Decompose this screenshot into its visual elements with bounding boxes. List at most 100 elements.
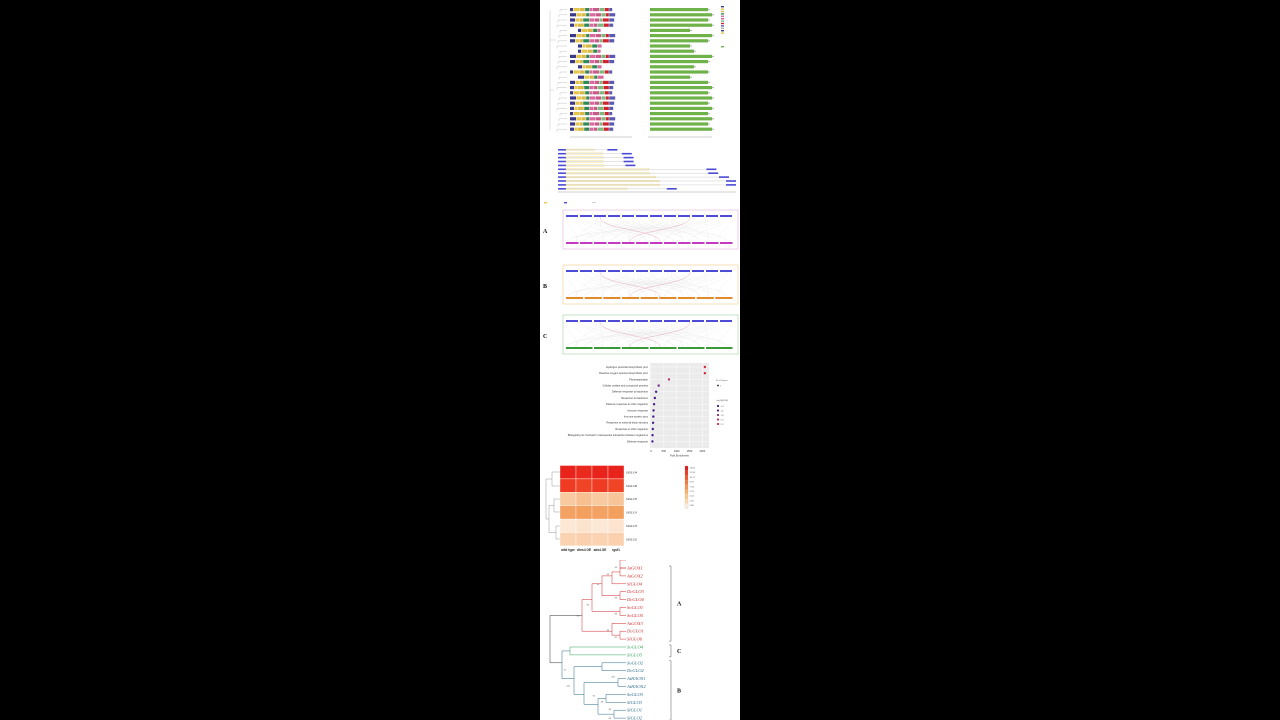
motif-block — [579, 122, 583, 126]
cds-block — [558, 172, 566, 174]
tree-leaf-label: DcGLO3 — [626, 589, 645, 594]
tree-leaf-label: SlGLO6 — [627, 637, 643, 642]
domain-block — [650, 117, 712, 121]
motif-block — [599, 122, 603, 126]
go-dot — [652, 415, 655, 418]
motif-block — [575, 39, 580, 43]
bootstrap-value: 96 — [577, 615, 580, 617]
motif-block — [592, 65, 598, 69]
motif-block — [589, 70, 593, 74]
cds-block — [558, 152, 566, 155]
motif-block — [584, 86, 590, 90]
intron-span — [565, 187, 628, 190]
query-chromosome — [664, 242, 677, 244]
tree-leaf-label: AtGOX2 — [626, 573, 644, 578]
heatmap-cell — [591, 532, 609, 547]
tree-leaf-label: SlGLO4 — [627, 581, 643, 586]
motif-block — [583, 101, 590, 105]
gene-structure-figure — [544, 148, 736, 204]
motif-block — [570, 117, 576, 121]
go-plot-panel — [650, 363, 709, 448]
heatmap-scale-swatch — [685, 489, 688, 495]
motif-block — [589, 54, 596, 58]
go-color-legend-value: 2.2 — [721, 424, 725, 426]
motif-block — [584, 127, 590, 131]
go-dot — [703, 365, 707, 369]
domain-block — [650, 127, 712, 131]
intron-span — [565, 183, 660, 186]
query-chromosome — [566, 242, 579, 244]
motif-block — [577, 106, 584, 110]
heatmap-cell — [575, 505, 593, 520]
motif-block — [589, 106, 594, 110]
motif-block — [609, 13, 616, 17]
domain-legend-swatch — [721, 46, 724, 48]
motif-block — [579, 91, 585, 95]
go-x-tick: 0 — [650, 449, 652, 453]
heatmap-scale-label: 12.36 — [690, 472, 696, 474]
query-chromosome — [640, 297, 658, 299]
motif-block — [577, 86, 584, 90]
clade-label-c: C — [677, 649, 681, 655]
motif-block — [609, 117, 616, 121]
domain-block — [650, 49, 694, 53]
intron-span — [565, 172, 650, 175]
go-x-axis-title: Fold Enrichment — [670, 454, 689, 458]
ref-chromosome — [692, 270, 704, 272]
motif-block — [597, 75, 604, 79]
go-dot — [651, 434, 654, 437]
motif-block — [596, 13, 601, 17]
motif-block — [579, 8, 585, 12]
tree-leaf-label: SlGLO2 — [627, 716, 643, 720]
motif-block — [595, 80, 599, 84]
go-x-tick: 1500 — [687, 449, 693, 453]
query-chromosome — [622, 297, 640, 299]
motif-legend — [721, 6, 724, 48]
motif-block — [589, 18, 595, 22]
cds-block — [607, 149, 618, 151]
ref-chromosome — [622, 215, 634, 217]
motif-legend-swatch — [721, 15, 724, 17]
heatmap-row-label: SlGLO5 — [626, 497, 637, 501]
domain-tail — [708, 19, 710, 21]
go-size-legend-dot — [717, 384, 719, 387]
query-species-label — [548, 238, 560, 243]
heatmap-scale-label: 0.86 — [690, 505, 695, 507]
motif-block — [597, 65, 602, 69]
domain-tail — [712, 97, 714, 99]
heatmap-scale-label: 5.79 — [690, 491, 695, 493]
synteny-link — [599, 216, 661, 243]
motif-block — [570, 101, 575, 105]
bootstrap-value: 96 — [609, 718, 612, 720]
motif-block — [593, 8, 599, 12]
go-size-legend-title: N. of Genes — [716, 380, 729, 382]
bootstrap-value: 98 — [615, 598, 618, 600]
heatmap-cell — [591, 518, 609, 533]
motif-block — [602, 39, 609, 43]
motif-block — [574, 106, 578, 110]
motif-block — [578, 49, 581, 53]
motif-block — [599, 112, 605, 116]
intron-span — [565, 168, 649, 171]
motif-block — [595, 18, 599, 22]
motif-block — [602, 122, 609, 126]
query-chromosome — [692, 242, 705, 244]
heatmap-scale-label: 4.14 — [690, 496, 695, 498]
go-dot — [651, 421, 655, 424]
heatmap-scale-swatch — [685, 494, 688, 499]
cds-block — [558, 188, 566, 190]
motif-block — [575, 122, 580, 126]
go-term-label: Response to external biotic stimulus — [606, 421, 648, 425]
motif-block — [594, 127, 597, 131]
motif-block — [573, 8, 580, 12]
motif-legend-swatch — [721, 20, 724, 22]
motif-block — [573, 112, 580, 116]
cds-block — [558, 180, 566, 182]
cds-block — [558, 164, 566, 167]
tree-leaf-label: SoGLO1 — [627, 605, 643, 610]
go-dot — [652, 409, 655, 412]
ref-species-label — [548, 319, 560, 324]
go-dot — [651, 440, 654, 443]
motif-block — [570, 122, 575, 126]
tree-leaf-label: SlGLO5 — [627, 652, 643, 657]
